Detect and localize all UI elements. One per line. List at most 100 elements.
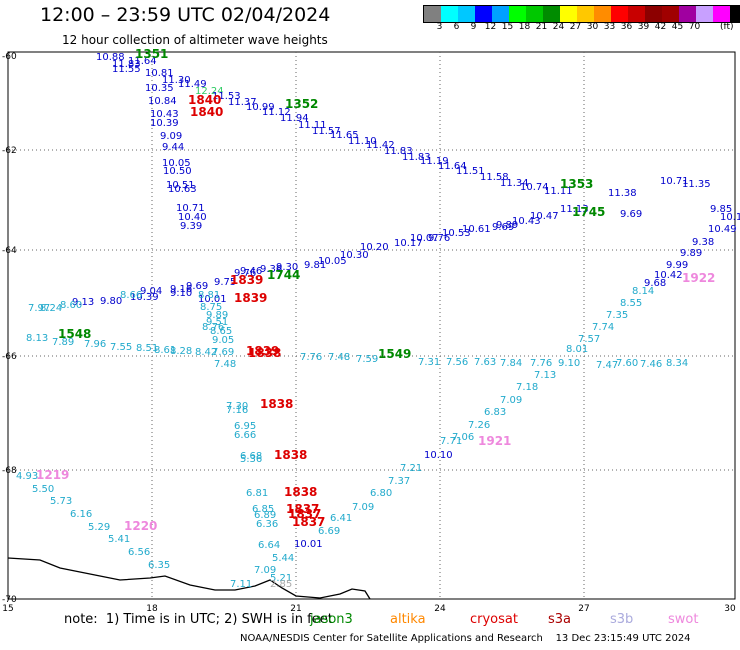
wave-height-value: 11.51	[456, 166, 485, 177]
colorbar-label: 27	[569, 22, 582, 32]
wave-height-value: 10.39	[130, 292, 159, 303]
wave-height-value: 11.58	[480, 172, 509, 183]
wave-height-value: 7.11	[230, 579, 252, 590]
wave-height-value: 7.26	[468, 420, 490, 431]
wave-height-value: 7.71	[440, 436, 462, 447]
wave-height-value: 10.61	[462, 224, 491, 235]
wave-height-value: 10.20	[360, 242, 389, 253]
legend-s3a: s3a	[548, 612, 572, 627]
pass-time-label: 1840	[188, 93, 221, 107]
wave-height-value: 8.60	[60, 300, 82, 311]
wave-height-value: 10.10	[424, 450, 453, 461]
wave-height-value: 6.85	[252, 504, 274, 515]
wave-height-value: 7.37	[388, 476, 410, 487]
wave-height-value: 8.76	[202, 322, 224, 333]
wave-height-value: 7.74	[592, 322, 614, 333]
wave-height-value: 8.65	[210, 326, 232, 337]
wave-height-value: 8.81	[198, 290, 220, 301]
wave-height-value: 11.64	[438, 161, 467, 172]
wave-height-value: 7.21	[400, 463, 422, 474]
wave-height-value: 10.01	[294, 539, 323, 550]
pass-time-label: 1837	[286, 502, 319, 516]
wave-height-value: 10.63	[168, 184, 197, 195]
wave-height-value: 11.42	[366, 140, 395, 151]
wave-height-value: 9.38	[692, 237, 714, 248]
colorbar-swatch	[560, 6, 577, 22]
colorbar-label: 18	[518, 22, 531, 32]
pass-time-label: 1744	[267, 268, 300, 282]
wave-height-value: 10.81	[145, 68, 174, 79]
wave-height-value: 11.19	[420, 156, 449, 167]
wave-height-value: 7.57	[578, 334, 600, 345]
wave-height-value: 9.69	[186, 281, 208, 292]
pass-time-label: 1839	[246, 344, 279, 358]
wave-height-value: 9.04	[140, 286, 162, 297]
colorbar-swatch	[475, 6, 492, 22]
colorbar-swatch	[628, 6, 645, 22]
wave-height-value: 9.36	[260, 264, 282, 275]
wave-height-value: 12.24	[195, 86, 224, 97]
colorbar-swatch	[526, 6, 543, 22]
colorbar-label: 39	[637, 22, 650, 32]
wave-height-value: 5.21	[270, 573, 292, 584]
wave-height-value: 8.61	[154, 345, 176, 356]
wave-height-value: 9.10	[170, 288, 192, 299]
wave-height-value: 10.01	[198, 294, 227, 305]
wave-height-value: 7.46	[640, 359, 662, 370]
wave-height-value: 11.49	[178, 79, 207, 90]
wave-height-value: 11.64	[128, 56, 157, 67]
wave-height-value: 10.71	[176, 203, 205, 214]
colorbar-label: 21	[535, 22, 548, 32]
wave-height-value: 9.89	[206, 310, 228, 321]
wave-height-value: 10.99	[246, 102, 275, 113]
wave-height-value: 7.69	[212, 347, 234, 358]
colorbar-label: 15	[501, 22, 514, 32]
colorbar-label: 24	[552, 22, 565, 32]
wave-height-value: 7.30	[226, 401, 248, 412]
wave-height-value: 6.35	[148, 560, 170, 571]
map-grid	[8, 52, 735, 599]
legend-swot: swot	[668, 612, 699, 627]
wave-height-colorbar	[423, 5, 740, 23]
antarctic-coastline	[7, 557, 371, 600]
wave-height-value: 9.13	[72, 297, 94, 308]
wave-height-value: 7.63	[474, 357, 496, 368]
colorbar-swatch	[458, 6, 475, 22]
wave-height-value: 10.39	[150, 118, 179, 129]
wave-height-value: 11.37	[228, 97, 257, 108]
colorbar-label: 9	[470, 22, 477, 32]
pass-time-label: 1837	[292, 515, 325, 529]
wave-height-value: 7.84	[500, 358, 522, 369]
wave-height-value: 8.28	[170, 346, 192, 357]
wave-height-value: 6.81	[246, 488, 268, 499]
wave-height-value: 8.75	[200, 302, 222, 313]
wave-height-value: 11.11	[544, 186, 573, 197]
longitude-tick-label: 24	[434, 604, 446, 614]
wave-height-value: 7.09	[254, 565, 276, 576]
colorbar-label: 36	[620, 22, 633, 32]
wave-height-value: 7.06	[452, 432, 474, 443]
wave-height-value: 9.76	[234, 268, 256, 279]
pass-time-label: 1220	[124, 519, 157, 533]
wave-height-value: 7.56	[446, 357, 468, 368]
colorbar-swatch	[730, 6, 740, 22]
wave-height-value: 10.43	[150, 109, 179, 120]
wave-height-value: 11.35	[682, 179, 711, 190]
wave-height-value: 11.83	[402, 152, 431, 163]
pass-time-label: 1745	[572, 205, 605, 219]
wave-height-value: 7.76	[530, 358, 552, 369]
pass-time-label: 1353	[560, 177, 593, 191]
pass-time-label: 1548	[58, 327, 91, 341]
pass-time-labels: 1351184018401352135317451744183918391548…	[36, 47, 715, 533]
wave-height-value: 5.44	[272, 553, 294, 564]
pass-time-label: 1838	[260, 397, 293, 411]
wave-height-value: 9.76	[428, 233, 450, 244]
pass-time-label: 1219	[36, 468, 69, 482]
colorbar-swatch	[679, 6, 696, 22]
wave-height-value: 9.69	[620, 209, 642, 220]
wave-height-value: 10.47	[530, 211, 559, 222]
wave-height-value: 7.48	[328, 352, 350, 363]
wave-height-value: 11.12	[262, 107, 291, 118]
